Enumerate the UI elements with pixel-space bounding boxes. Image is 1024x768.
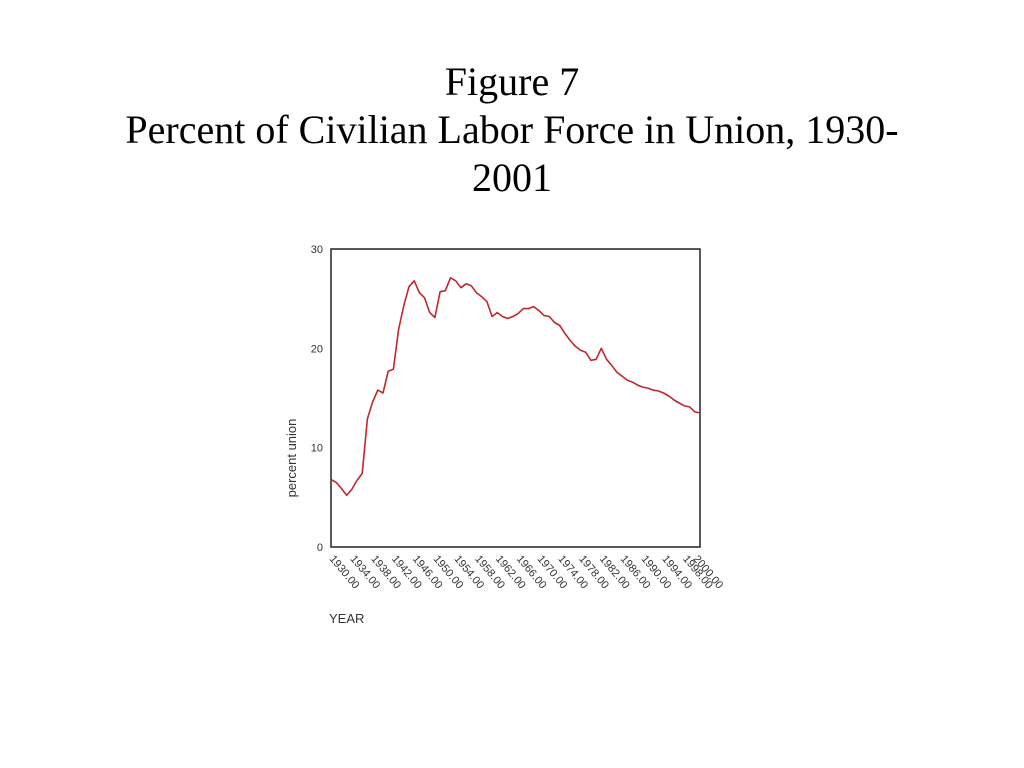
x-axis-label: YEAR: [329, 611, 364, 626]
plot-area: [330, 248, 701, 548]
y-tick-label: 20: [311, 343, 323, 355]
y-tick-label: 0: [317, 542, 323, 554]
figure-label: Figure 7: [444, 59, 580, 104]
y-tick-label: 10: [311, 443, 323, 455]
x-axis-ticks: 1930.001934.001938.001942.001946.001950.…: [327, 553, 726, 591]
series-group: [330, 276, 701, 497]
title-line-1: Percent of Civilian Labor Force in Union…: [125, 107, 899, 152]
series-line: [330, 276, 701, 497]
y-tick-label: 30: [311, 244, 323, 256]
y-axis-ticks: 0 10 20 30: [311, 244, 323, 554]
title-line-2: 2001: [472, 155, 552, 200]
chart-title: Figure 7 Percent of Civilian Labor Force…: [0, 58, 1024, 202]
y-axis-label: percent union: [284, 419, 299, 498]
